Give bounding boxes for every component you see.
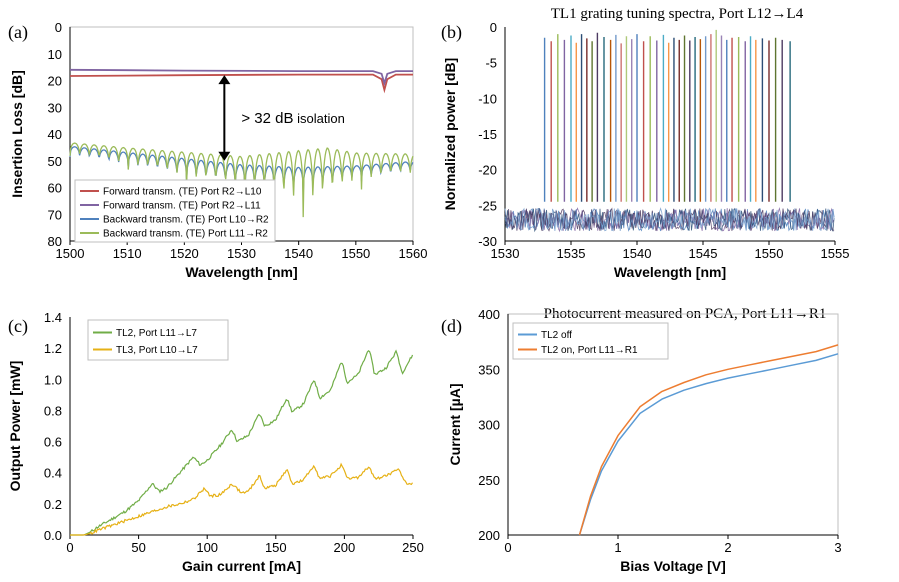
series-line [580,354,839,535]
y-tick-label: 1.2 [44,341,62,356]
x-tick-label: 1 [614,540,621,555]
panel-label: (d) [441,316,462,337]
y-tick-label: 250 [478,473,500,488]
y-tick-label: 40 [48,127,62,142]
legend: TL2, Port L11→L7 TL3, Port L10→L7 [88,320,228,360]
legend-label: TL2, Port L11→L7 [116,328,197,339]
y-tick-label: 80 [48,234,62,249]
series-line [70,351,413,535]
y-tick-label: 60 [48,181,62,196]
panel-a: (a)1500 1510 1520 1530 1540 1550 1560010203040… [8,20,427,280]
y-tick-label: 300 [478,418,500,433]
y-tick-label: 0.6 [44,435,62,450]
x-tick-label: 250 [402,540,424,555]
legend-label: Forward transm. (TE) Port R2→L10 [103,187,262,198]
x-tick-label: 100 [196,540,218,555]
y-axis-label: Current [µA] [447,384,463,466]
annotation-suffix: isolation [293,111,344,126]
y-tick-label: 0.4 [44,466,62,481]
x-tick-label: 1560 [399,246,428,261]
arrow-head-up [218,75,230,84]
x-tick-label: 50 [131,540,145,555]
y-tick-label: 70 [48,207,62,222]
isolation-annotation: > 32 dB isolation [241,110,344,127]
panel-b: (b) TL1 grating tuning spectra, Port L12→… [441,6,849,280]
panel-d: (d)Photocurrent measured on PCA, Port L1… [441,306,842,574]
y-tick-label: 0.2 [44,497,62,512]
y-tick-label: -15 [478,127,497,142]
x-tick-label: 200 [334,540,356,555]
y-axis-label: Output Power [mW] [7,361,23,492]
y-tick-label: 1.4 [44,310,62,325]
y-tick-label: -30 [478,234,497,249]
x-tick-label: 3 [834,540,841,555]
y-axis-label: Insertion Loss [dB] [9,70,25,198]
y-tick-label: -25 [478,198,497,213]
legend-label: Backward transm. (TE) Port L11→R2 [103,229,268,240]
y-tick-label: 0.8 [44,403,62,418]
x-tick-label: 1550 [341,246,370,261]
y-tick-label: 50 [48,154,62,169]
y-tick-label: 200 [478,528,500,543]
legend-label: TL2 off [541,330,572,341]
y-tick-label: 350 [478,362,500,377]
panel-label: (c) [8,316,28,337]
y-tick-label: -10 [478,91,497,106]
series-line [70,464,413,535]
x-tick-label: 1550 [755,246,784,261]
x-tick-label: 1535 [557,246,586,261]
y-axis-label: Normalized power [dB] [442,58,458,210]
legend-label: Forward transm. (TE) Port R2→L11 [103,201,261,212]
y-tick-label: -5 [485,56,497,71]
y-tick-label: 0.0 [44,528,62,543]
x-axis-label: Wavelength [nm] [614,264,726,280]
legend-label: TL2 on, Port L11→R1 [541,345,638,356]
y-tick-label: 0 [55,20,62,35]
x-tick-label: 1520 [170,246,199,261]
x-tick-label: 1545 [689,246,718,261]
x-tick-label: 150 [265,540,287,555]
y-tick-label: 30 [48,100,62,115]
x-tick-label: 1530 [227,246,256,261]
legend: TL2 off TL2 on, Port L11→R1 [513,323,668,359]
annotation-value: > 32 dB [241,110,293,127]
y-tick-label: 1.0 [44,372,62,387]
y-tick-label: 10 [48,47,62,62]
panel-label: (b) [441,22,462,43]
panel-c: (c) 0 50 100 150 200 250 0.0 0.2 0.4 0.6 0.8 1.0 1.2 1… [7,310,424,574]
x-axis-label: Gain current [mA] [182,558,301,574]
legend: Forward transm. (TE) Port R2→L10 Forward … [75,180,275,242]
panel-label: (a) [8,22,28,43]
x-tick-label: 1510 [113,246,142,261]
x-axis-label: Bias Voltage [V] [620,558,726,574]
y-tick-label: 20 [48,74,62,89]
y-tick-label: 0 [490,20,497,35]
x-tick-label: 1540 [284,246,313,261]
x-axis-label: Wavelength [nm] [185,264,297,280]
x-tick-label: 0 [504,540,511,555]
y-tick-label: 400 [478,307,500,322]
series-line [70,75,413,90]
x-tick-label: 0 [66,540,73,555]
y-tick-label: -20 [478,163,497,178]
chart-title: TL1 grating tuning spectra, Port L12→L4 [551,6,804,22]
legend-label: TL3, Port L10→L7 [116,345,198,356]
x-tick-label: 1540 [623,246,652,261]
x-tick-label: 2 [724,540,731,555]
x-tick-label: 1555 [821,246,850,261]
legend-label: Backward transm. (TE) Port L10→R2 [103,215,269,226]
